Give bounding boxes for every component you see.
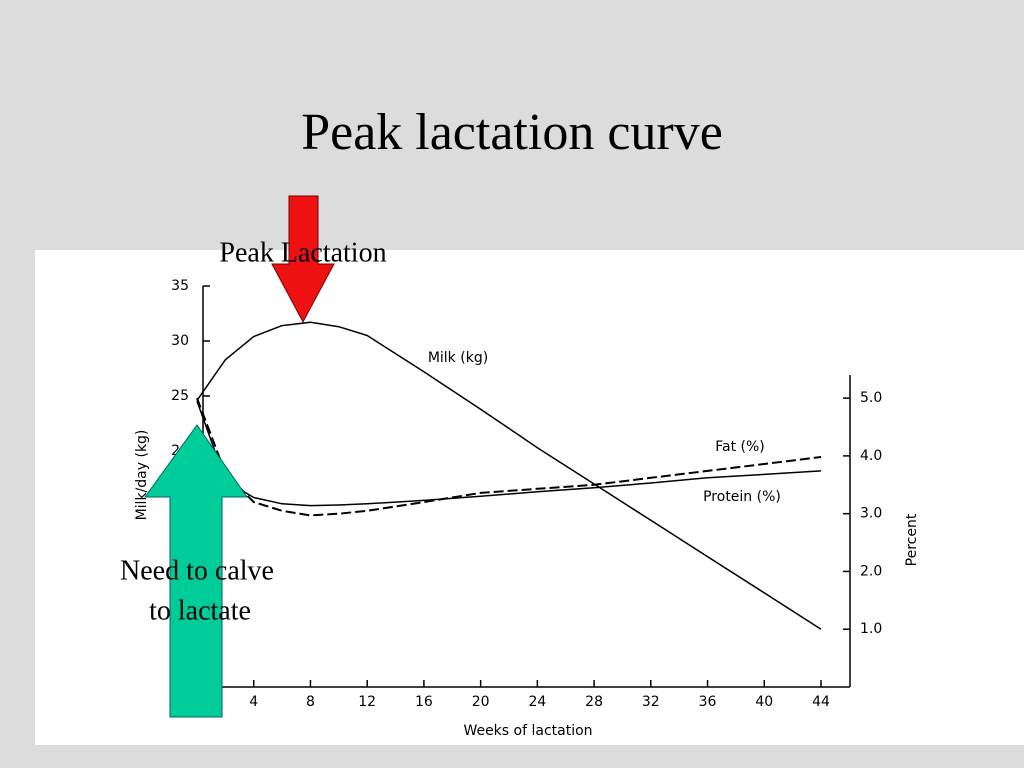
calve-label: to lactate — [149, 595, 251, 626]
x-tick-label: 4 — [249, 694, 258, 710]
x-tick-label: 44 — [812, 694, 830, 710]
x-tick-label: 12 — [358, 694, 376, 710]
x-tick-label: 16 — [415, 694, 433, 710]
series-line — [196, 400, 822, 507]
calve-label: Need to calve — [120, 555, 274, 586]
y2-tick-label: 3.0 — [860, 506, 882, 522]
series-label: Fat (%) — [715, 439, 765, 455]
x-tick-label: 32 — [642, 694, 660, 710]
peak-label: Peak Lactation — [219, 237, 386, 268]
y-tick-label: 30 — [171, 333, 189, 349]
x-axis-label: Weeks of lactation — [463, 723, 592, 739]
y2-axis-label: Percent — [904, 513, 920, 566]
slide-title: Peak lactation curve — [301, 104, 723, 161]
y2-tick-label: 2.0 — [860, 563, 882, 579]
y-tick-label: 35 — [171, 278, 189, 294]
series-line — [196, 321, 822, 630]
series-label: Protein (%) — [703, 489, 781, 505]
peak-arrow — [271, 195, 335, 324]
y-axis-label: Milk/day (kg) — [134, 430, 150, 521]
x-tick-label: 28 — [585, 694, 603, 710]
x-tick-label: 24 — [528, 694, 546, 710]
y2-tick-label: 1.0 — [860, 621, 882, 637]
x-tick-label: 8 — [306, 694, 315, 710]
series-line — [196, 397, 822, 517]
x-tick-label: 20 — [472, 694, 490, 710]
y2-tick-label: 4.0 — [860, 448, 882, 464]
calve-arrow — [144, 424, 248, 718]
overlay: Peak Lactation Need to calve to lactate — [120, 195, 387, 718]
x-tick-label: 40 — [755, 694, 773, 710]
series-label: Milk (kg) — [428, 350, 488, 366]
y-tick-label: 25 — [171, 388, 189, 404]
x-tick-label: 36 — [699, 694, 717, 710]
y2-tick-label: 5.0 — [860, 390, 882, 406]
